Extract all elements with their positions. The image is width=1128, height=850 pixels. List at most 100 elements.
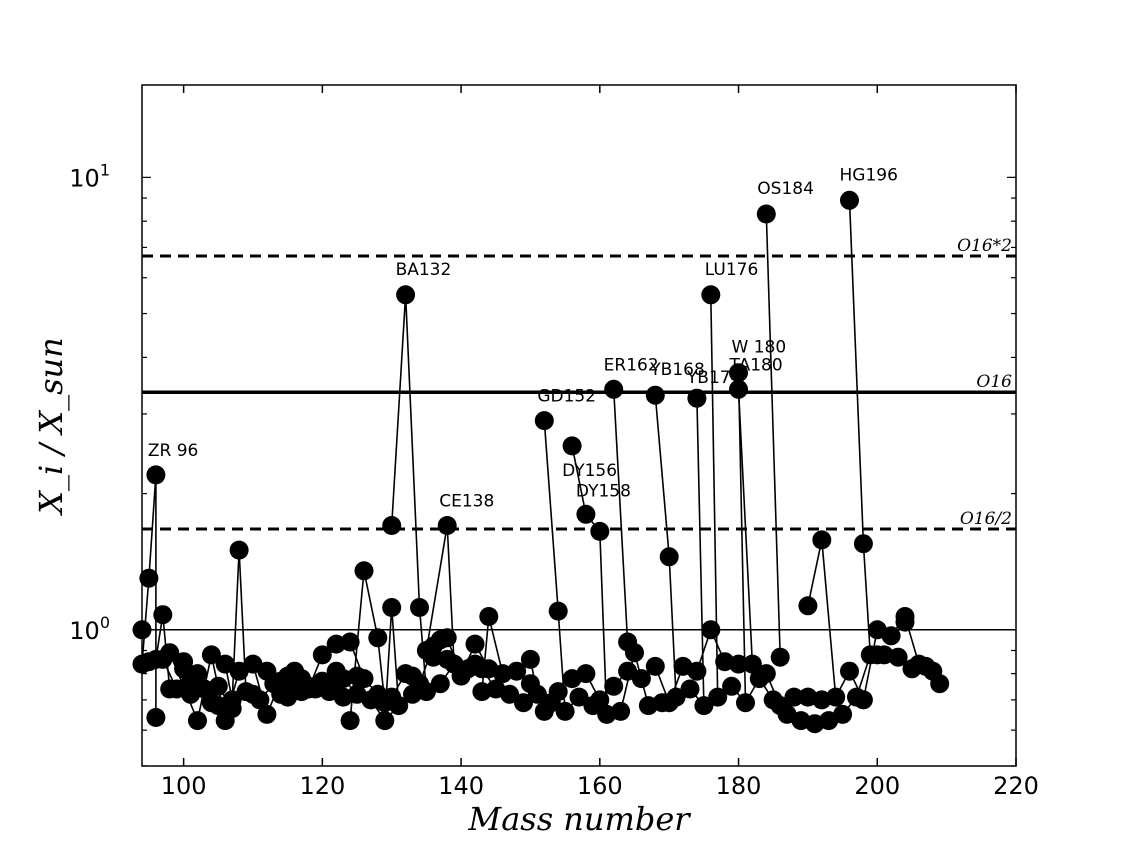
data-point — [312, 645, 332, 665]
y-axis-title: X_i / X_sun — [32, 337, 70, 517]
point-label: ZR 96 — [148, 441, 199, 461]
connector-line — [612, 389, 629, 643]
point-label: DY158 — [576, 481, 631, 501]
x-tick-label: 180 — [716, 772, 762, 800]
point-label: DY156 — [562, 461, 617, 481]
data-point — [250, 690, 270, 710]
data-point — [701, 285, 721, 305]
data-point — [514, 693, 533, 713]
connector-line — [737, 389, 754, 665]
data-point — [437, 628, 457, 648]
data-point — [840, 190, 859, 210]
point-label: YB174 — [686, 368, 742, 388]
data-point — [590, 521, 610, 541]
data-point — [465, 634, 485, 654]
data-point — [576, 664, 596, 684]
data-point — [756, 664, 776, 684]
data-point — [694, 696, 714, 716]
y-axis-ticks: 100 101 — [69, 160, 1016, 767]
connector-line — [141, 474, 157, 718]
data-point — [590, 690, 610, 710]
data-point — [722, 676, 742, 696]
data-point — [569, 687, 589, 707]
data-point — [479, 607, 499, 626]
data-point — [500, 684, 520, 704]
data-point — [853, 534, 873, 554]
data-point — [396, 285, 416, 305]
data-point — [666, 687, 686, 707]
data-point — [389, 696, 409, 716]
point-label: ER162 — [604, 355, 659, 375]
data-point — [368, 628, 388, 648]
data-point — [340, 711, 360, 731]
reference-lines: O16*2 O16 O16/2 — [142, 236, 1016, 631]
data-point — [562, 436, 582, 456]
data-point — [604, 379, 624, 399]
data-point — [354, 669, 374, 689]
data-point — [645, 385, 665, 405]
data-point — [507, 661, 527, 681]
data-point — [153, 605, 173, 625]
point-label: BA132 — [396, 260, 452, 280]
point-label: GD152 — [537, 387, 596, 407]
y-tick-label: 100 — [69, 613, 110, 645]
data-point — [201, 645, 221, 665]
data-point — [410, 598, 429, 617]
data-point — [729, 654, 748, 674]
data-point — [895, 612, 915, 632]
data-point — [930, 674, 950, 694]
connector-line — [807, 539, 837, 698]
data-point — [229, 540, 249, 560]
data-point — [222, 699, 242, 718]
data-point — [382, 516, 402, 535]
data-point — [826, 687, 846, 707]
y-axis-title-text: X_i / X_sun — [32, 337, 70, 517]
data-point — [188, 664, 207, 684]
data-point — [631, 669, 651, 689]
data-point — [770, 647, 790, 667]
data-point — [326, 634, 346, 654]
data-point — [729, 363, 748, 383]
data-point — [354, 561, 374, 581]
reference-line-label: O16/2 — [960, 509, 1012, 529]
data-point — [257, 704, 277, 724]
x-tick-label: 120 — [299, 772, 345, 800]
data-point — [375, 711, 395, 731]
connector-line — [571, 445, 608, 715]
x-tick-label: 160 — [577, 772, 623, 800]
data-point — [729, 379, 748, 399]
data-point — [840, 661, 859, 681]
x-tick-label: 100 — [161, 772, 207, 800]
data-point — [527, 684, 547, 704]
x-axis-title: Mass number — [467, 800, 691, 838]
connector-line — [765, 213, 781, 658]
data-point — [833, 704, 853, 724]
data-point — [784, 687, 804, 707]
data-point — [687, 661, 707, 681]
point-label: TA180 — [729, 355, 783, 375]
data-point — [625, 643, 644, 663]
x-tick-label: 200 — [854, 772, 900, 800]
data-point — [701, 620, 721, 640]
data-point — [188, 711, 207, 731]
data-points — [132, 190, 950, 734]
connector-line — [654, 395, 677, 698]
data-point — [659, 547, 679, 567]
data-point — [604, 676, 624, 696]
data-point — [812, 530, 832, 550]
data-point — [340, 632, 360, 652]
data-point — [520, 649, 540, 669]
data-point — [888, 647, 908, 667]
x-axis-ticks: 100 120 140 160 180 200 220 — [161, 85, 1039, 800]
plot-frame — [141, 84, 1017, 767]
data-point — [798, 596, 818, 616]
data-point — [430, 674, 450, 694]
x-tick-label: 140 — [438, 772, 484, 800]
data-point — [853, 690, 873, 710]
y-tick-label: 101 — [69, 160, 110, 192]
data-point — [736, 693, 755, 713]
data-point — [708, 687, 728, 707]
data-point — [742, 654, 762, 674]
connecting-lines — [141, 200, 941, 725]
